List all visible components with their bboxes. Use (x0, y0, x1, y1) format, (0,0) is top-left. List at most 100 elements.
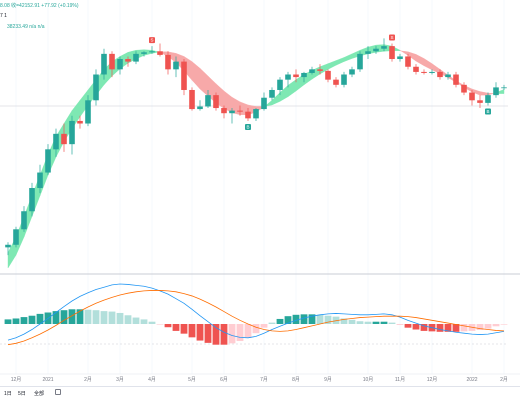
marker-label: S (150, 38, 153, 43)
histogram-bar (12, 318, 20, 324)
candle-up (205, 89, 211, 109)
histogram-bar (404, 324, 412, 328)
histogram-bar (340, 318, 348, 324)
candle-body (213, 95, 219, 109)
timeframe-1d-button[interactable]: 1日 (4, 391, 12, 397)
candle-down (421, 69, 427, 75)
candle-down (157, 43, 163, 57)
candle-body (389, 46, 395, 60)
candle-body (261, 97, 267, 110)
candle-up (397, 53, 403, 62)
histogram-bar (116, 312, 124, 324)
histogram-bar (284, 316, 292, 324)
histogram-bar (180, 324, 188, 334)
candle-body (221, 108, 227, 114)
histogram-bar (380, 321, 388, 324)
candle-down (165, 51, 171, 75)
histogram-bar (20, 317, 28, 324)
histogram-bar (484, 324, 492, 329)
candle-body (277, 79, 283, 90)
candle-down (413, 64, 419, 75)
candle-body (101, 53, 107, 75)
x-tick-label: 9月 (324, 377, 332, 383)
signal-line (7, 290, 505, 346)
candle-down (437, 69, 443, 80)
histogram-bar (260, 324, 268, 328)
x-tick-label: 11月 (395, 377, 405, 383)
histogram-bar (324, 315, 332, 324)
histogram-bar (252, 324, 260, 334)
histogram-bar (436, 324, 444, 332)
candle-down (293, 69, 299, 83)
candle-up (45, 144, 51, 176)
candle-body (285, 74, 291, 80)
histogram-bar (140, 319, 148, 324)
sell-signal-marker: S (389, 34, 395, 41)
histogram-bar (84, 309, 92, 324)
histogram-bar (476, 324, 484, 330)
candle-body (357, 53, 363, 70)
candle-down (221, 105, 227, 119)
candle-up (229, 108, 235, 124)
x-tick-label: 12月 (427, 377, 438, 383)
candle-body (141, 52, 147, 54)
x-tick-label: 8月 (292, 377, 300, 383)
x-tick-label: 2月 (84, 377, 92, 383)
histogram-bar (460, 324, 468, 332)
x-tick-label: 2022 (466, 377, 477, 383)
calendar-icon[interactable] (55, 389, 61, 395)
histogram-bar (164, 324, 172, 328)
marker-label: B (486, 109, 489, 114)
candle-up (21, 206, 27, 232)
candle-body (325, 70, 331, 80)
candle-body (53, 133, 59, 150)
candle-series (5, 38, 507, 256)
candle-body (365, 51, 371, 54)
candle-body (269, 89, 275, 98)
cloud-segment-down (423, 58, 433, 71)
candle-up (149, 46, 155, 54)
candle-body (493, 87, 499, 96)
timeframe-5d-button[interactable]: 5日 (18, 391, 26, 397)
candle-up (5, 242, 11, 256)
candle-up (357, 51, 363, 72)
candle-up (69, 115, 75, 155)
marker-label: S (390, 35, 393, 40)
candle-up (85, 95, 91, 127)
cloud-segment-down (191, 61, 201, 90)
candle-down (325, 69, 331, 83)
candle-body (229, 110, 235, 114)
candle-body (21, 211, 27, 230)
candle-body (205, 95, 211, 107)
signal-markers: S B S B (149, 34, 491, 130)
histogram-bar (244, 324, 252, 338)
candle-body (157, 51, 163, 55)
candle-body (397, 56, 403, 60)
histogram-bar (300, 314, 308, 324)
candle-body (125, 59, 131, 62)
x-tick-label: 3月 (116, 377, 124, 383)
candle-body (109, 53, 115, 70)
histogram-bar (188, 324, 196, 338)
macd-line (7, 283, 505, 341)
candle-down (237, 105, 243, 116)
candle-body (461, 84, 467, 93)
histogram-bar (212, 324, 220, 345)
candle-body (93, 74, 99, 101)
histogram-bar (452, 324, 460, 332)
candle-down (469, 89, 475, 106)
timeframe-all-button[interactable]: 全部 (34, 391, 45, 397)
candle-body (429, 71, 435, 73)
histogram-bar (492, 324, 500, 327)
histogram-bar (276, 318, 284, 324)
cloud-segment-down (399, 49, 409, 56)
candle-body (485, 95, 491, 103)
indicator-line-2: 38233.49 n/a n/a (7, 24, 45, 30)
candle-up (349, 66, 355, 78)
cloud-segment-up (343, 53, 353, 62)
histogram-bar (204, 324, 212, 343)
histogram-bar (68, 309, 76, 324)
candle-down (317, 64, 323, 75)
candle-down (125, 56, 131, 67)
